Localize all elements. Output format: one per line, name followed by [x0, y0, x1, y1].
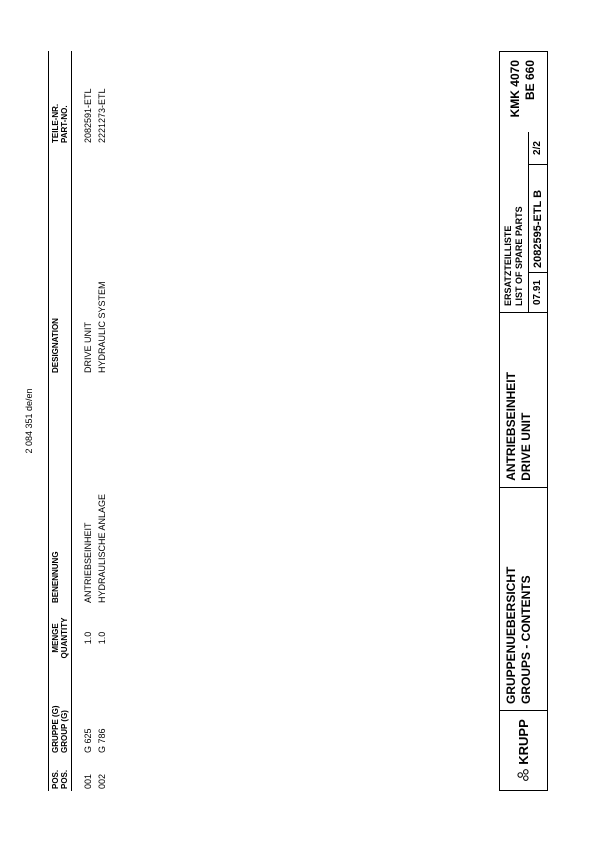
cell-ben: HYDRAULISCHE ANLAGE	[97, 373, 109, 603]
parts-table: POS. POS. GRUPPE (G) GROUP (G) MENGE QUA…	[48, 51, 109, 791]
cell-qty: 1.0	[83, 603, 95, 673]
hdr-ben: BENENNUNG	[51, 373, 60, 603]
title-block: KRUPP GRUPPENUEBERSICHT GROUPS - CONTENT…	[499, 51, 549, 791]
hdr-pn2: PART-NO.	[60, 51, 69, 143]
etl-de: ERSATZTEILLISTE	[503, 138, 514, 306]
table-header: POS. POS. GRUPPE (G) GROUP (G) MENGE QUA…	[48, 51, 72, 791]
table-row: 002 G 786 1.0 HYDRAULISCHE ANLAGE HYDRAU…	[96, 51, 110, 791]
brand-name: KRUPP	[516, 719, 531, 765]
cell-ben: ANTRIEBSEINHEIT	[83, 373, 95, 603]
table-body: 001 G 625 1.0 ANTRIEBSEINHEIT DRIVE UNIT…	[82, 51, 109, 791]
document-number: 2 084 351 de/en	[24, 388, 34, 453]
hdr-pos1: POS.	[51, 753, 60, 789]
drawing-code: 2082595-ETL B	[529, 164, 547, 272]
table-row: 001 G 625 1.0 ANTRIEBSEINHEIT DRIVE UNIT…	[82, 51, 96, 791]
hdr-qty2: QUANTITY	[60, 603, 69, 673]
hdr-grp2: GROUP (G)	[60, 673, 69, 753]
groups-en: GROUPS - CONTENTS	[519, 493, 534, 703]
cell-pn: 2221273-ETL	[97, 51, 109, 143]
brand-logo: KRUPP	[500, 710, 548, 790]
cell-des: HYDRAULIC SYSTEM	[97, 143, 109, 373]
cell-des: DRIVE UNIT	[83, 143, 95, 373]
cell-grp: G 625	[83, 673, 95, 753]
model-kmk: KMK 4070	[508, 60, 524, 117]
logo-icon	[516, 767, 530, 781]
model-be: BE 660	[523, 60, 539, 100]
unit-en: DRIVE UNIT	[519, 319, 534, 481]
page-number: 2/2	[529, 132, 547, 164]
cell-grp: G 786	[97, 673, 109, 753]
hdr-pn1: TEILE-NR.	[51, 51, 60, 143]
date: 07.91	[529, 272, 547, 312]
groups-de: GRUPPENUEBERSICHT	[504, 493, 519, 703]
hdr-des: DESIGNATION	[51, 143, 60, 373]
hdr-grp1: GRUPPE (G)	[51, 673, 60, 753]
cell-pos: 002	[97, 753, 109, 791]
cell-qty: 1.0	[97, 603, 109, 673]
hdr-qty1: MENGE	[51, 603, 60, 673]
unit-de: ANTRIEBSEINHEIT	[504, 319, 519, 481]
etl-en: LIST OF SPARE PARTS	[514, 138, 525, 306]
hdr-pos2: POS.	[60, 753, 69, 789]
cell-pn: 2082591-ETL	[83, 51, 95, 143]
cell-pos: 001	[83, 753, 95, 791]
